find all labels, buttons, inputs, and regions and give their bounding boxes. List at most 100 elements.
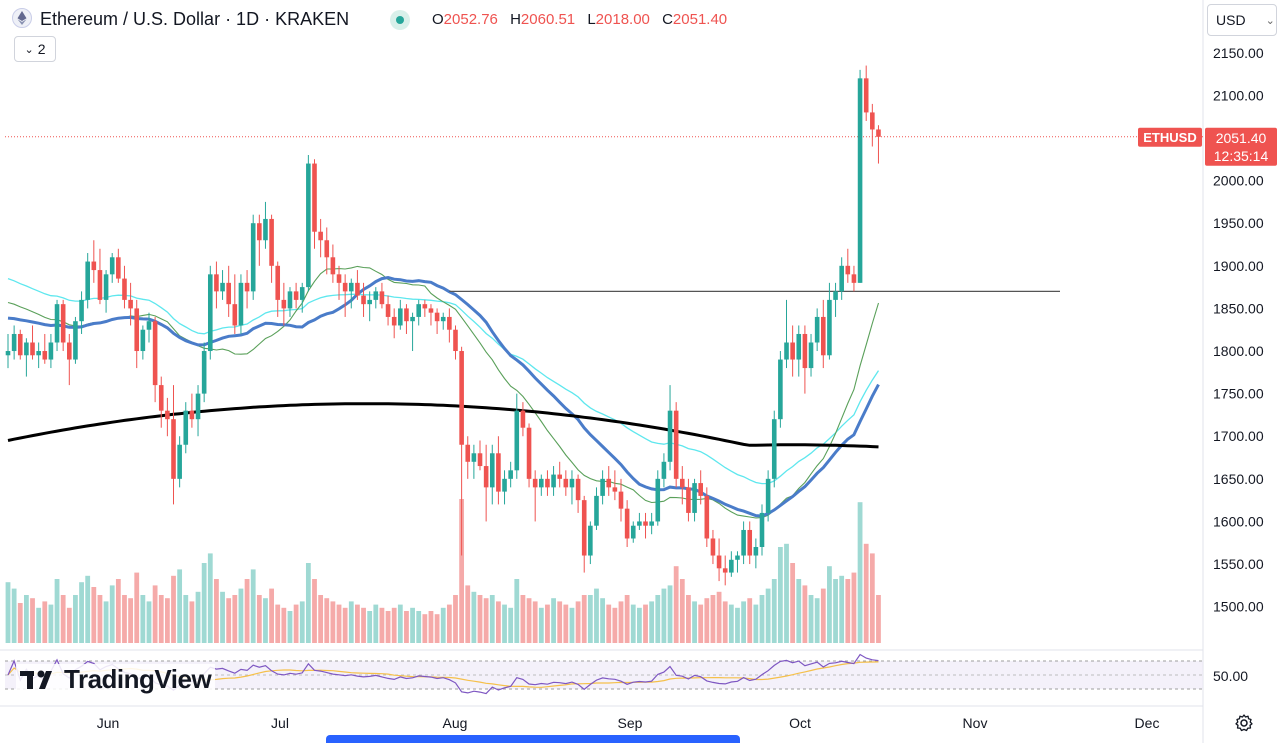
candle bbox=[594, 487, 599, 530]
price-tick-label: 1600.00 bbox=[1213, 513, 1264, 529]
candle bbox=[483, 444, 489, 522]
indicators-toggle-button[interactable]: ⌄ 2 bbox=[14, 36, 56, 62]
price-tick-label: 1550.00 bbox=[1213, 556, 1264, 572]
candle bbox=[545, 470, 550, 496]
candle bbox=[171, 385, 176, 505]
candle-body bbox=[97, 270, 103, 300]
countdown-text: 12:35:14 bbox=[1214, 148, 1269, 164]
time-tick-label: Jun bbox=[97, 715, 120, 731]
candle-body bbox=[802, 333, 808, 369]
volume-bar bbox=[36, 607, 42, 643]
candle-body bbox=[716, 555, 722, 569]
candle-body bbox=[539, 478, 544, 488]
volume-bar bbox=[263, 598, 268, 643]
candle bbox=[422, 299, 428, 317]
chart-header: Ethereum / U.S. Dollar · 1D · KRAKEN O20… bbox=[0, 0, 1200, 40]
price-tick-label: 1700.00 bbox=[1213, 428, 1264, 444]
candle bbox=[729, 551, 734, 577]
candle bbox=[17, 329, 23, 360]
volume-bar bbox=[600, 598, 606, 643]
candle bbox=[692, 478, 697, 522]
candle-body bbox=[428, 308, 434, 313]
candle bbox=[489, 444, 495, 505]
candle bbox=[704, 487, 710, 548]
candle-body bbox=[790, 342, 795, 360]
candle-body bbox=[177, 444, 182, 479]
price-tick-label: 2000.00 bbox=[1213, 173, 1264, 189]
volume-bar bbox=[643, 604, 648, 643]
candle-body bbox=[379, 291, 385, 305]
price-tick-label: 1950.00 bbox=[1213, 215, 1264, 231]
volume-bar bbox=[618, 601, 624, 643]
symbol-tag-text: ETHUSD bbox=[1143, 130, 1196, 145]
candle bbox=[152, 316, 158, 403]
candle-body bbox=[673, 410, 679, 479]
volume-bar bbox=[796, 579, 802, 643]
volume-bar bbox=[299, 601, 305, 643]
candle-body bbox=[152, 321, 158, 386]
candle bbox=[612, 470, 618, 501]
time-tick-label: Aug bbox=[443, 715, 468, 731]
market-status-icon[interactable] bbox=[390, 10, 410, 30]
candle-body bbox=[73, 321, 78, 360]
volume-bar bbox=[777, 547, 783, 643]
symbol-title[interactable]: Ethereum / U.S. Dollar · 1D · KRAKEN bbox=[40, 9, 350, 29]
candle-body bbox=[759, 512, 765, 548]
candle-body bbox=[820, 316, 826, 356]
candle-body bbox=[355, 282, 360, 296]
volume-bar bbox=[30, 598, 35, 643]
candle-body bbox=[361, 295, 366, 305]
volume-bar bbox=[385, 611, 391, 643]
volume-bar bbox=[355, 604, 360, 643]
volume-bar bbox=[201, 563, 207, 643]
candle bbox=[238, 274, 244, 334]
candle-body bbox=[532, 478, 538, 488]
volume-bar bbox=[207, 553, 213, 643]
volume-bar bbox=[103, 601, 109, 643]
candle bbox=[330, 244, 336, 283]
tradingview-logo[interactable]: TradingView bbox=[16, 664, 216, 695]
time-scrollbar[interactable] bbox=[326, 735, 740, 743]
volume-bar bbox=[177, 569, 183, 643]
volume-bar bbox=[171, 575, 176, 643]
candle-body bbox=[85, 261, 90, 300]
volume-bar bbox=[704, 598, 710, 643]
candle-body bbox=[483, 466, 489, 488]
candle bbox=[54, 299, 60, 352]
volume-bar bbox=[5, 582, 11, 643]
candle-body bbox=[103, 274, 109, 300]
candle-body bbox=[367, 299, 372, 305]
volume-bar bbox=[336, 604, 342, 643]
price-tick-label: 1800.00 bbox=[1213, 343, 1264, 359]
volume-bar bbox=[109, 585, 115, 643]
currency-select[interactable]: USD ⌄ bbox=[1207, 4, 1277, 36]
volume-bar bbox=[606, 604, 612, 643]
volume-bar bbox=[379, 607, 385, 643]
candle-body bbox=[557, 474, 562, 479]
candle-body bbox=[471, 453, 477, 462]
ma200-line bbox=[7, 402, 879, 449]
candle bbox=[306, 155, 311, 292]
volume-bar bbox=[422, 614, 428, 643]
volume-bar bbox=[569, 607, 575, 643]
volume-bar bbox=[820, 588, 826, 643]
candle bbox=[581, 495, 587, 573]
volume-bar bbox=[348, 601, 354, 643]
candle bbox=[673, 402, 679, 488]
tradingview-logo-text: TradingView bbox=[64, 664, 212, 694]
candle bbox=[845, 248, 851, 283]
candle bbox=[569, 470, 575, 505]
volume-bar bbox=[753, 604, 759, 643]
candle-body bbox=[704, 495, 710, 539]
candle-body bbox=[563, 478, 569, 488]
candle bbox=[30, 325, 35, 360]
candle-body bbox=[109, 257, 115, 275]
gear-icon[interactable] bbox=[1234, 713, 1254, 733]
candle bbox=[771, 410, 777, 488]
candle-body bbox=[851, 274, 857, 283]
candle bbox=[735, 551, 740, 573]
volume-bar bbox=[367, 611, 373, 643]
candle-body bbox=[857, 78, 863, 283]
candle bbox=[551, 466, 556, 496]
